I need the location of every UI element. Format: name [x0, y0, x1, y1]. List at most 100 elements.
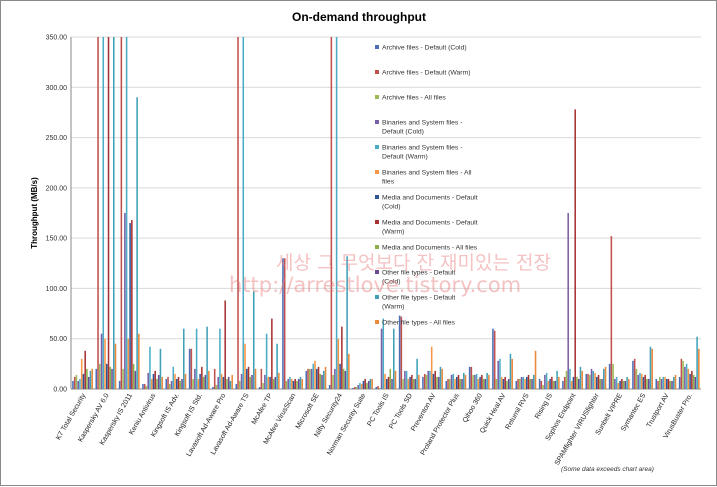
legend-swatch — [375, 245, 379, 249]
bar — [111, 368, 113, 389]
bar — [305, 370, 308, 389]
bar — [167, 376, 169, 389]
bar — [549, 378, 551, 389]
bar — [202, 376, 205, 389]
bar — [542, 384, 544, 389]
bar — [120, 37, 123, 389]
bar — [342, 368, 345, 389]
bar — [188, 348, 191, 389]
bar — [393, 328, 395, 389]
bar — [622, 380, 625, 389]
bar — [314, 360, 316, 389]
bar — [375, 386, 378, 389]
legend-label: Other file types - Default (Cold) — [382, 270, 455, 286]
bar — [149, 346, 151, 389]
bar — [596, 376, 598, 389]
bar — [290, 378, 293, 389]
bar — [538, 378, 541, 389]
legend-swatch — [375, 295, 379, 299]
bar — [527, 374, 530, 389]
bar — [664, 376, 666, 389]
legend-swatch — [375, 320, 379, 324]
bar — [134, 370, 137, 389]
bar — [691, 370, 693, 389]
bar — [239, 380, 241, 389]
bar — [152, 373, 155, 389]
bar — [587, 373, 589, 389]
bar — [493, 330, 496, 389]
bar — [337, 338, 340, 389]
bar — [414, 378, 417, 389]
bar — [589, 374, 591, 389]
gridlines — [70, 36, 701, 390]
legend-label: Media and Documents - All files — [382, 245, 478, 252]
legend-label: Other file types - Default (Warm) — [382, 295, 455, 311]
bar — [499, 358, 501, 389]
bar — [554, 380, 557, 389]
bar — [398, 315, 401, 389]
bar — [147, 372, 149, 389]
bar — [486, 372, 488, 389]
bar — [292, 380, 295, 389]
bar — [289, 376, 291, 389]
y-tick-labels: 0.00 50.00 100.00 150.00 200.00 250.00 300.00 3… — [46, 35, 68, 394]
bar — [330, 37, 333, 389]
bar — [678, 376, 681, 389]
bar — [287, 378, 289, 389]
bar — [309, 368, 311, 389]
bar — [570, 380, 573, 389]
bar — [604, 366, 607, 389]
y-tick-label: 150.00 — [46, 236, 68, 243]
bar — [107, 37, 110, 389]
bar — [445, 380, 448, 389]
bar — [240, 373, 243, 389]
bar — [477, 378, 480, 389]
bar — [192, 378, 194, 389]
bar — [547, 380, 550, 389]
x-tick-label: Preventon AV — [410, 392, 437, 432]
bar — [371, 378, 373, 389]
bar — [612, 363, 614, 389]
y-tick-label: 200.00 — [46, 185, 68, 192]
bar — [646, 378, 648, 389]
bar — [576, 376, 578, 389]
bar — [262, 382, 264, 389]
bar — [386, 378, 388, 389]
bar — [297, 378, 300, 389]
bar — [614, 378, 616, 389]
bar — [86, 368, 88, 389]
bar — [299, 376, 302, 389]
bar — [206, 326, 208, 389]
bar — [450, 374, 453, 389]
bar — [644, 374, 646, 389]
bar — [456, 376, 458, 389]
bar — [276, 343, 278, 389]
bar — [346, 256, 348, 389]
bar — [352, 387, 354, 389]
bar — [394, 370, 397, 389]
legend-label: Binaries and System files - All files — [382, 170, 472, 186]
bar — [341, 326, 343, 389]
bar — [176, 378, 178, 389]
bar — [328, 384, 331, 389]
bar — [219, 328, 221, 389]
bar — [626, 376, 628, 389]
bar — [174, 373, 176, 389]
x-tick-label: Qihoo 360 — [462, 392, 484, 424]
bar — [127, 338, 130, 389]
bar — [633, 358, 636, 389]
bar — [637, 374, 639, 389]
y-tick-label: 100.00 — [46, 286, 68, 293]
bar — [452, 373, 455, 389]
chart-title: On-demand throughput — [292, 10, 426, 24]
bar — [434, 370, 436, 389]
bar — [437, 376, 440, 389]
bar — [519, 378, 521, 389]
bar — [457, 374, 460, 389]
bar — [229, 380, 232, 389]
bar — [427, 370, 429, 389]
bar — [231, 374, 233, 389]
bar — [87, 376, 90, 389]
bar — [687, 368, 690, 389]
bar — [558, 376, 560, 389]
